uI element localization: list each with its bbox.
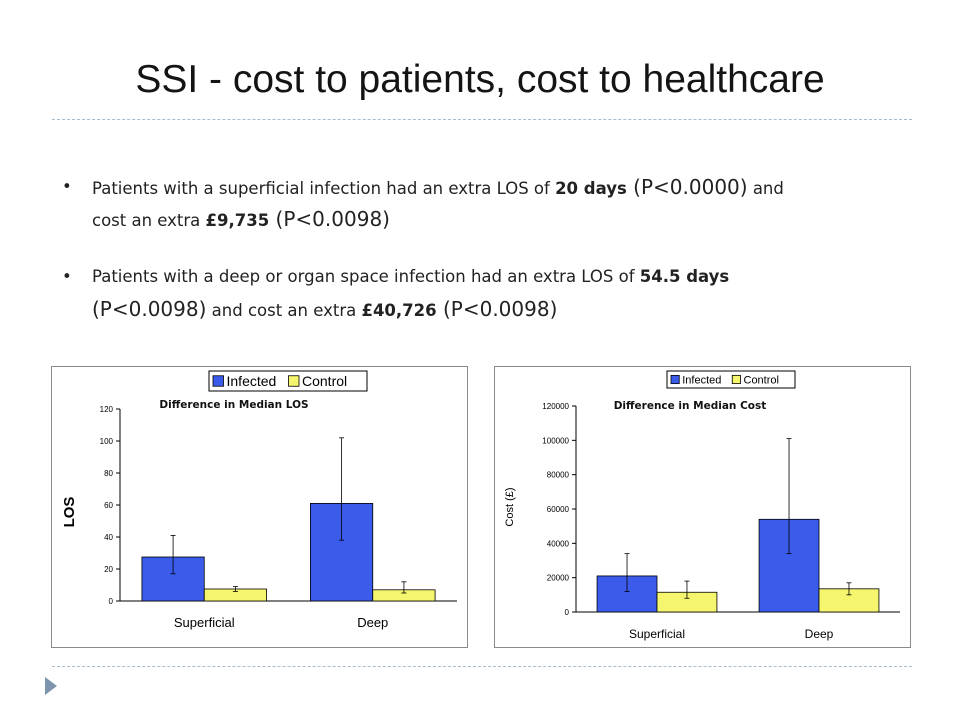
bullet-run: (P<0.0098) (436, 297, 558, 321)
legend-box (666, 370, 796, 389)
y-tick-label: 40 (104, 533, 113, 542)
bullet-run: (P<0.0098) (92, 297, 207, 321)
bullet-run: Patients with a deep or organ space infe… (92, 267, 640, 286)
slide-title: SSI - cost to patients, cost to healthca… (135, 58, 825, 101)
bullet-run: cost an extra (92, 211, 206, 230)
y-tick-label: 20 (104, 565, 113, 574)
bullet-line: Patients with a superficial infection ha… (92, 172, 784, 204)
bullet-line: (P<0.0098) and cost an extra £40,726 (P<… (92, 294, 557, 326)
legend-label-infected: Infected (682, 374, 721, 386)
legend-box (208, 370, 368, 392)
x-category-label: Deep (357, 615, 388, 630)
y-axis-label: LOS (61, 497, 78, 528)
chart-los-svg: Difference in Median LOS 0 20 40 60 80 100 120 L… (61, 370, 457, 630)
legend-swatch-infected (212, 375, 224, 387)
y-tick-label: 60 (104, 501, 113, 510)
y-tick-label: 120 (100, 405, 114, 414)
y-tick-label: 20000 (547, 574, 570, 583)
bullet-run: 20 days (555, 179, 627, 198)
legend-swatch-infected (670, 374, 680, 385)
legend-swatch-control (288, 375, 300, 387)
chart-cost-svg: Difference in Median Cost 0 20000 40000 6000… (504, 370, 900, 641)
bullet-run: (P<0.0000) (626, 175, 748, 199)
chart-los: Difference in Median LOS 0 20 40 60 80 100 120 L… (51, 366, 468, 648)
y-tick-label: 80000 (547, 471, 570, 480)
legend-label-control: Control (302, 373, 347, 389)
chart-cost: Difference in Median Cost 0 20000 40000 6000… (494, 366, 911, 648)
title-divider (52, 119, 912, 120)
bullet-run: and cost an extra (206, 301, 362, 320)
y-tick-label: 100000 (542, 436, 569, 445)
x-category-label: Superficial (174, 615, 235, 630)
bullet-line: cost an extra £9,735 (P<0.0098) (92, 204, 390, 236)
bullet-line: Patients with a deep or organ space infe… (92, 262, 729, 292)
next-slide-arrow-icon[interactable] (44, 676, 58, 700)
bullet-run: (P<0.0098) (269, 207, 390, 231)
bullet-run: £9,735 (205, 211, 270, 230)
bullet-run: and (747, 179, 784, 198)
chart-title: Difference in Median LOS (159, 399, 308, 411)
legend-label-infected: Infected (227, 373, 277, 389)
legend-label-control: Control (744, 374, 779, 386)
x-category-label: Superficial (629, 627, 685, 641)
bullet-run: £40,726 (361, 301, 437, 320)
y-tick-label: 80 (104, 469, 113, 478)
y-tick-label: 100 (100, 437, 114, 446)
y-tick-label: 60000 (547, 505, 570, 514)
legend-swatch-control (731, 374, 741, 385)
chart-title: Difference in Median Cost (614, 400, 767, 412)
y-axis-label: Cost (£) (504, 487, 516, 526)
bullet-run: Patients with a superficial infection ha… (92, 179, 556, 198)
x-category-label: Deep (805, 627, 834, 641)
bullet-dot: • (62, 177, 72, 196)
y-tick-label: 120000 (542, 402, 569, 411)
y-tick-label: 0 (565, 608, 570, 617)
y-tick-label: 40000 (547, 539, 570, 548)
footer-divider (52, 666, 912, 667)
y-tick-label: 0 (109, 597, 114, 606)
bullet-dot: • (62, 267, 72, 286)
bullet-run: 54.5 days (639, 267, 730, 286)
